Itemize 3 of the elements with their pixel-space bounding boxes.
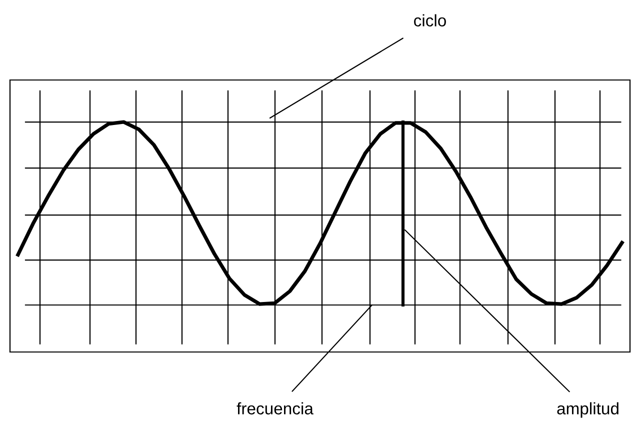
text: amplitud [557,402,618,418]
text: ciclo [414,14,446,26]
text: frecuencia [236,402,314,414]
